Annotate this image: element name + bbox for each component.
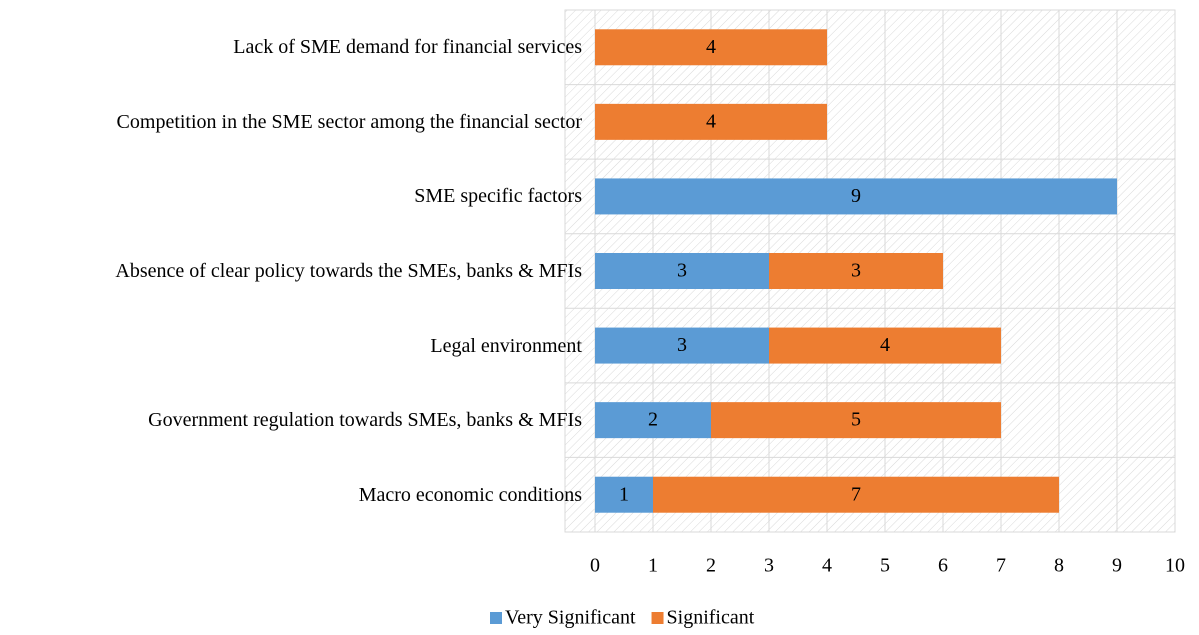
data-label: 9 — [851, 185, 861, 207]
x-tick-label: 7 — [996, 555, 1006, 577]
category-label: Absence of clear policy towards the SMEs… — [115, 260, 582, 282]
legend-label: Significant — [667, 607, 755, 629]
category-label: Competition in the SME sector among the … — [116, 110, 582, 133]
x-tick-label: 10 — [1165, 555, 1185, 577]
bar-segment — [595, 476, 653, 513]
data-label: 3 — [677, 260, 687, 282]
x-tick-label: 3 — [764, 555, 774, 577]
data-label: 5 — [851, 409, 861, 431]
category-label: Macro economic conditions — [358, 483, 582, 506]
data-label: 4 — [706, 36, 716, 58]
legend-swatch — [490, 612, 502, 624]
category-label: Government regulation towards SMEs, bank… — [148, 409, 582, 432]
bar-segment — [711, 402, 1001, 439]
data-label: 4 — [706, 110, 716, 132]
bar-segment — [595, 178, 1117, 215]
x-tick-label: 2 — [706, 555, 716, 577]
x-tick-label: 5 — [880, 555, 890, 577]
data-label: 3 — [677, 334, 687, 356]
bar-segment — [769, 253, 943, 289]
x-tick-label: 1 — [648, 555, 658, 577]
bar-segment — [769, 327, 1001, 364]
x-tick-label: 6 — [938, 555, 948, 577]
x-tick-label: 8 — [1054, 555, 1064, 577]
category-label: Legal environment — [430, 334, 582, 357]
category-label: SME specific factors — [414, 185, 582, 208]
bar-segment — [595, 253, 769, 289]
legend-swatch — [651, 612, 664, 624]
x-tick-label: 9 — [1112, 555, 1122, 577]
bar-segment — [595, 29, 827, 66]
legend-label: Very Significant — [505, 607, 636, 629]
data-label: 3 — [851, 260, 861, 282]
category-label: Lack of SME demand for financial service… — [233, 36, 582, 59]
x-tick-label: 0 — [590, 555, 600, 577]
bar-segment — [653, 476, 1059, 513]
data-label: 4 — [880, 334, 890, 356]
data-label: 2 — [648, 409, 658, 431]
x-tick-label: 4 — [822, 555, 832, 577]
bar-segment — [595, 327, 769, 364]
bar-segment — [595, 402, 711, 439]
bar-segment — [595, 103, 827, 140]
data-label: 7 — [851, 483, 861, 505]
data-label: 1 — [619, 483, 629, 505]
